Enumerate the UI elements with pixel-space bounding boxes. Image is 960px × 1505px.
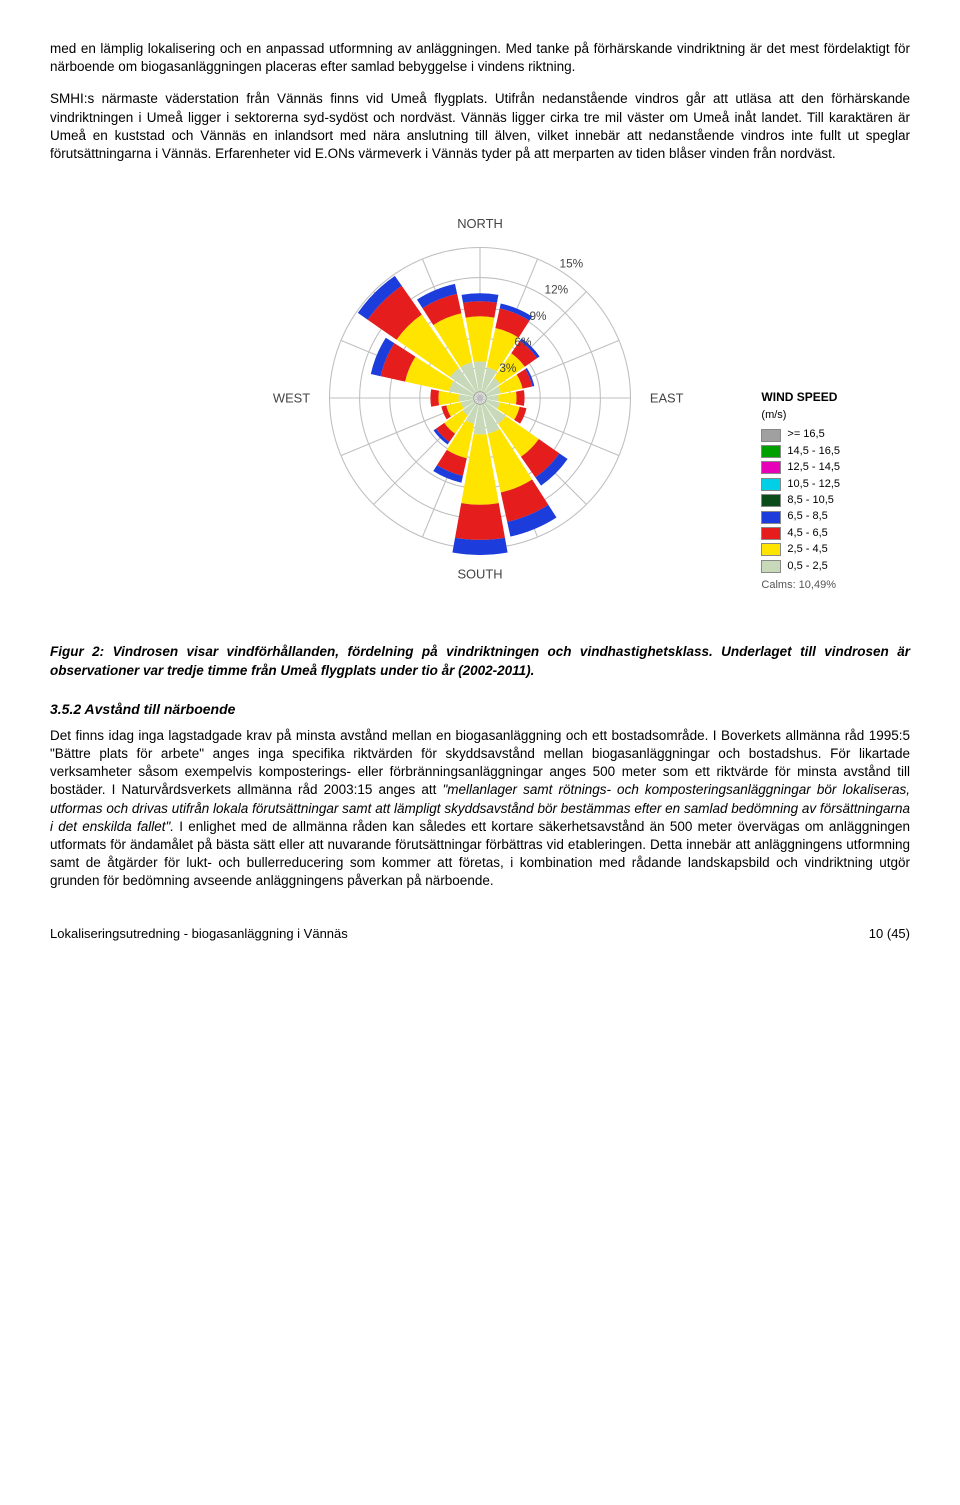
legend-row: 2,5 - 4,5 [761, 542, 840, 557]
legend-label: 2,5 - 4,5 [787, 542, 827, 557]
legend-label: 14,5 - 16,5 [787, 444, 840, 459]
legend-row: 6,5 - 8,5 [761, 509, 840, 524]
legend-label: >= 16,5 [787, 427, 824, 442]
legend-swatch [761, 511, 781, 524]
footer-left: Lokaliseringsutredning - biogasanläggnin… [50, 925, 348, 943]
legend-label: 12,5 - 14,5 [787, 460, 840, 475]
legend-swatch [761, 478, 781, 491]
page-footer: Lokaliseringsutredning - biogasanläggnin… [50, 925, 910, 943]
legend-calms: Calms: 10,49% [761, 578, 840, 593]
legend-swatch [761, 429, 781, 442]
footer-right: 10 (45) [869, 925, 910, 943]
svg-text:EAST: EAST [650, 391, 684, 406]
legend-swatch [761, 527, 781, 540]
svg-text:9%: 9% [529, 309, 547, 323]
legend-swatch [761, 494, 781, 507]
legend-row: 8,5 - 10,5 [761, 493, 840, 508]
figure-caption: Figur 2: Vindrosen visar vindförhållande… [50, 643, 910, 679]
legend-swatch [761, 445, 781, 458]
legend-swatch [761, 560, 781, 573]
legend-label: 6,5 - 8,5 [787, 509, 827, 524]
svg-text:6%: 6% [514, 335, 532, 349]
svg-text:SOUTH: SOUTH [457, 567, 502, 582]
subheading-352: 3.5.2 Avstånd till närboende [50, 700, 910, 719]
paragraph-1: med en lämplig lokalisering och en anpas… [50, 40, 910, 76]
legend-row: 4,5 - 6,5 [761, 526, 840, 541]
legend-row: 10,5 - 12,5 [761, 477, 840, 492]
legend-swatch [761, 543, 781, 556]
paragraph-2: SMHI:s närmaste väderstation från Vännäs… [50, 90, 910, 163]
windrose-legend: WIND SPEED (m/s) >= 16,5 14,5 - 16,512,5 … [761, 389, 840, 593]
svg-text:12%: 12% [545, 283, 569, 297]
svg-text:15%: 15% [560, 257, 584, 271]
windrose-svg: 3% 6% 9% 12% 15% NORTH EAST SOUTH WEST [220, 183, 740, 613]
legend-label: 0,5 - 2,5 [787, 559, 827, 574]
paragraph-3: Det finns idag inga lagstadgade krav på … [50, 727, 910, 891]
legend-swatch [761, 461, 781, 474]
legend-label: 4,5 - 6,5 [787, 526, 827, 541]
legend-row: 0,5 - 2,5 [761, 559, 840, 574]
svg-text:WEST: WEST [273, 391, 310, 406]
legend-unit: (m/s) [761, 408, 840, 423]
legend-row: 14,5 - 16,5 [761, 444, 840, 459]
legend-title: WIND SPEED [761, 389, 840, 406]
svg-text:3%: 3% [499, 361, 517, 375]
svg-text:NORTH: NORTH [457, 216, 503, 231]
p3-post: I enlighet med de allmänna råden kan sål… [50, 819, 910, 889]
legend-row: 12,5 - 14,5 [761, 460, 840, 475]
legend-label: 10,5 - 12,5 [787, 477, 840, 492]
windrose-figure: 3% 6% 9% 12% 15% NORTH EAST SOUTH WEST WIND SPEE… [50, 183, 910, 613]
legend-row: >= 16,5 [761, 427, 840, 442]
legend-label: 8,5 - 10,5 [787, 493, 833, 508]
